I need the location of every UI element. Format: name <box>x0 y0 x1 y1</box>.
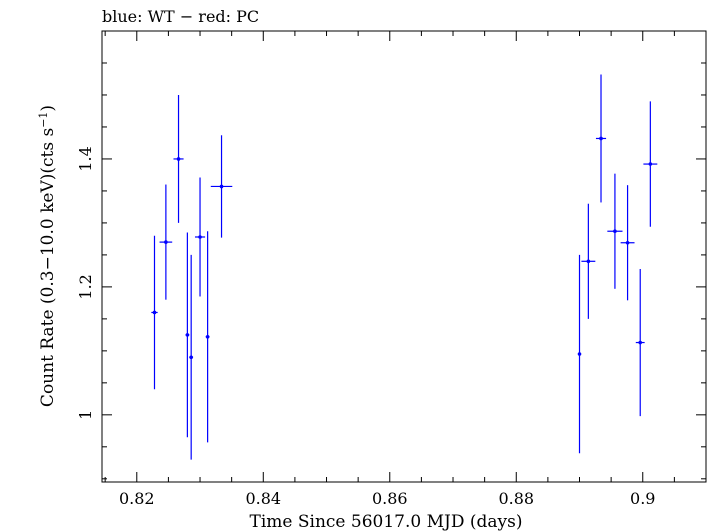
data-point <box>173 94 184 223</box>
x-tick-label: 0.86 <box>372 489 408 508</box>
point-marker <box>613 229 617 234</box>
data-point <box>159 184 173 300</box>
y-axis-label-end: ) <box>38 105 58 112</box>
y-axis-label: Count Rate (0.3−10.0 keV)(cts s−1) <box>37 105 58 407</box>
point-marker <box>219 184 224 189</box>
x-tick-label: 0.84 <box>245 489 281 508</box>
data-point <box>194 177 206 297</box>
data-point <box>581 203 596 319</box>
y-tick-label: 1.2 <box>76 274 95 299</box>
data-point <box>577 254 582 454</box>
data-point <box>189 254 194 460</box>
y-tick-label: 1.4 <box>76 146 95 171</box>
y-axis: 1 1.2 1.4 <box>76 30 706 480</box>
x-axis: 0.82 0.84 0.86 0.88 0.9 <box>104 31 707 508</box>
data-point <box>205 231 210 443</box>
y-axis-label-main: Count Rate (0.3−10.0 keV)(cts s <box>38 128 58 407</box>
point-marker <box>577 352 582 356</box>
data-point <box>620 185 635 301</box>
data-point <box>607 173 623 289</box>
x-axis-label: Time Since 56017.0 MJD (days) <box>250 512 523 532</box>
data-point <box>185 232 190 438</box>
point-marker <box>648 162 653 166</box>
plot-frame <box>101 30 707 483</box>
point-marker <box>205 334 210 339</box>
point-marker <box>185 333 190 337</box>
data-point <box>635 268 645 417</box>
y-tick-label: 1 <box>76 410 95 420</box>
point-marker <box>164 240 168 244</box>
point-marker <box>176 157 181 161</box>
point-marker <box>638 340 643 345</box>
data-point <box>595 74 607 203</box>
point-marker <box>189 355 193 360</box>
data-points <box>151 74 658 460</box>
point-marker <box>599 136 603 141</box>
data-point <box>151 235 158 390</box>
data-point <box>643 101 658 227</box>
y-axis-label-superscript: −1 <box>37 112 50 128</box>
data-point <box>210 135 233 238</box>
point-marker <box>152 310 157 315</box>
point-marker <box>198 235 202 239</box>
x-tick-label: 0.88 <box>498 489 534 508</box>
chart-title: blue: WT − red: PC <box>102 7 259 26</box>
point-marker <box>586 259 591 264</box>
x-tick-label: 0.82 <box>119 489 155 508</box>
x-tick-label: 0.9 <box>630 489 655 508</box>
point-marker <box>625 240 630 245</box>
